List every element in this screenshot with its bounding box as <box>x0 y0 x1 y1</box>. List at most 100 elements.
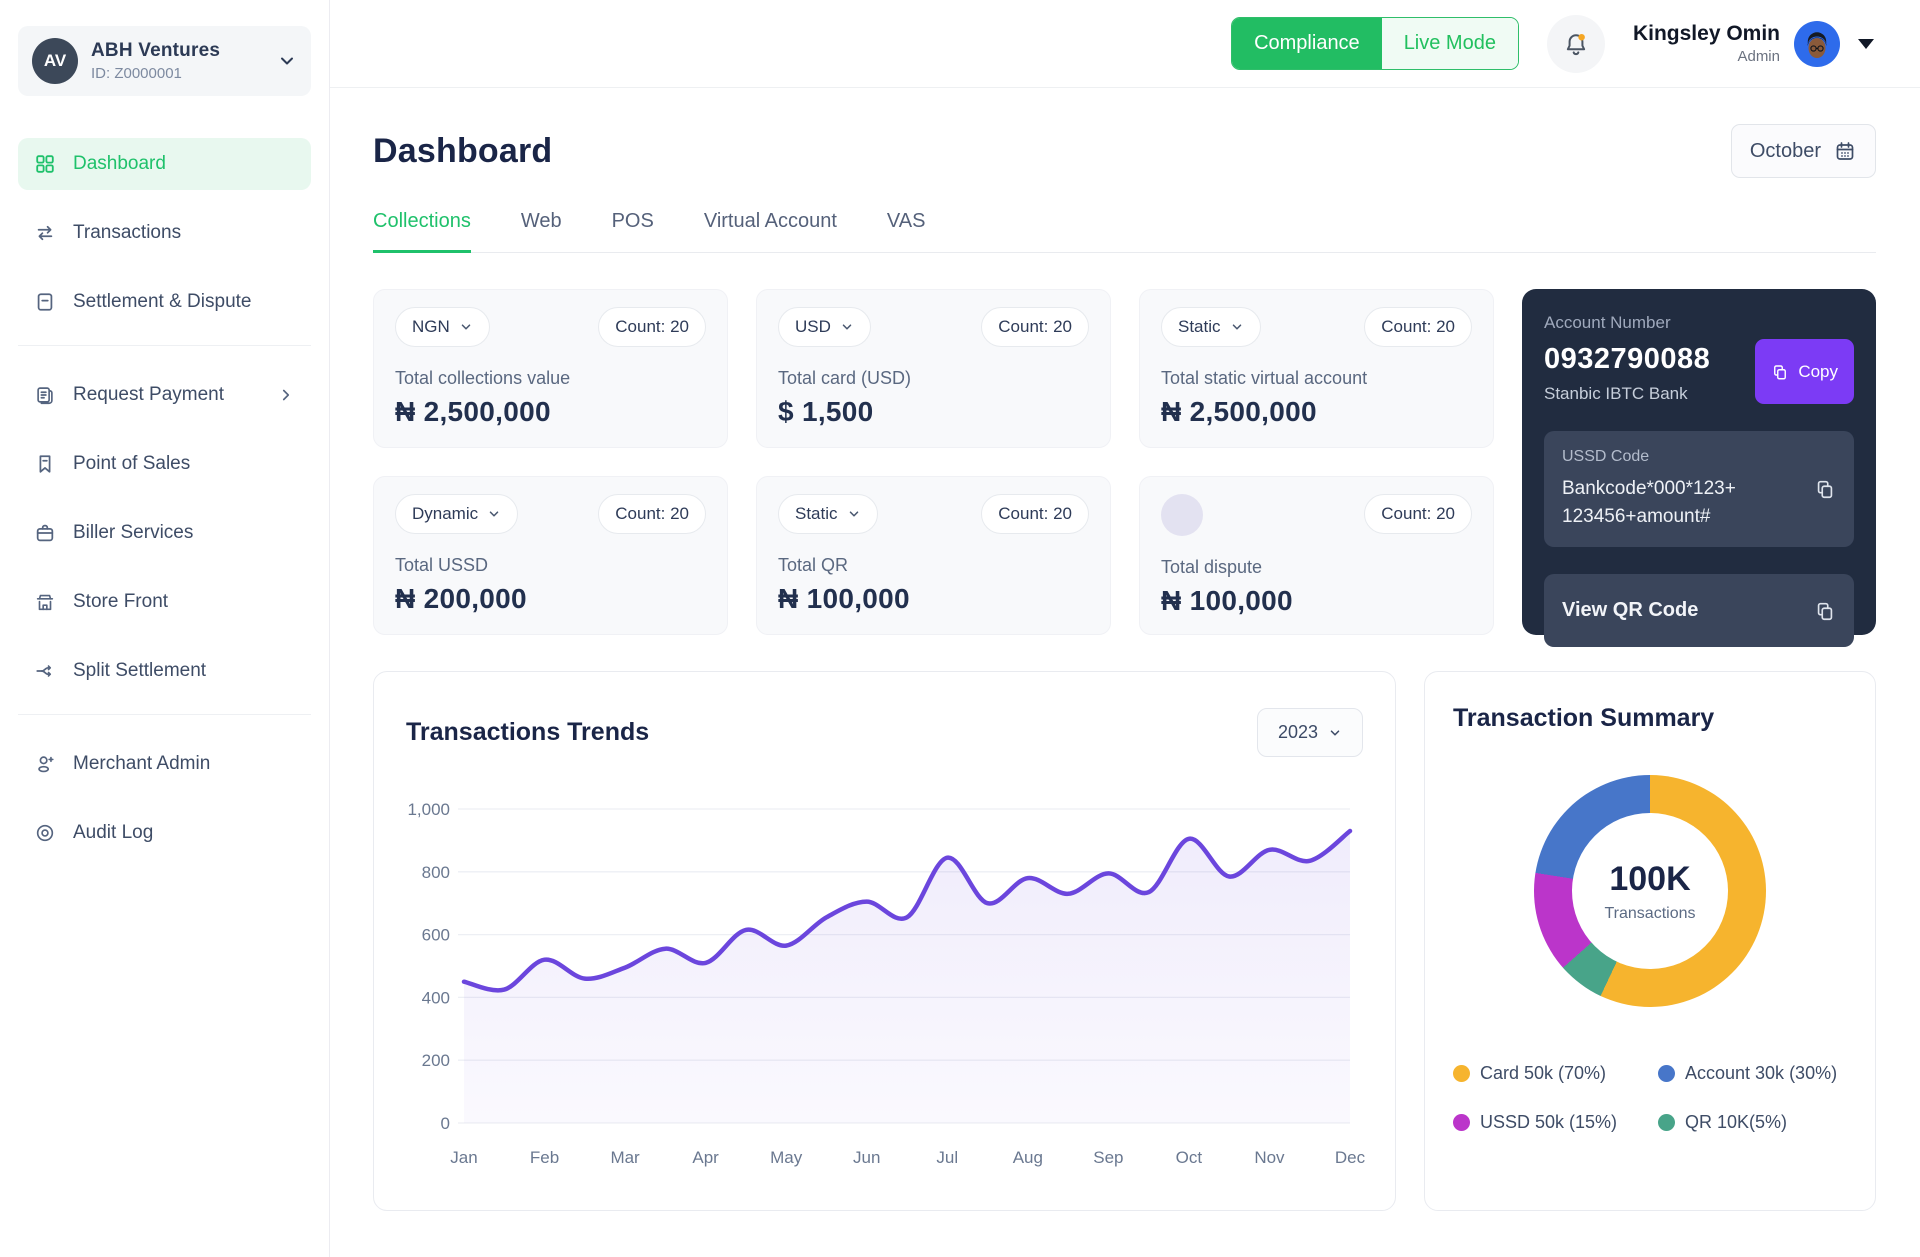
stat-card-qr: Static Count: 20 Total QR ₦ 100,000 <box>756 476 1111 635</box>
trends-title: Transactions Trends <box>406 718 650 746</box>
type-dropdown[interactable]: Static <box>778 494 878 534</box>
month-filter-button[interactable]: October <box>1730 124 1876 178</box>
swap-arrows-icon <box>34 222 56 244</box>
stat-value: ₦ 2,500,000 <box>1161 396 1317 427</box>
chevron-down-icon <box>277 51 297 71</box>
summary-donut-chart: 100K Transactions <box>1534 775 1766 1007</box>
stat-label: Total static virtual account <box>1161 368 1368 388</box>
sidebar-item-store-front[interactable]: Store Front <box>18 576 311 628</box>
account-number-value: 0932790088 <box>1544 343 1711 375</box>
caret-down-icon[interactable] <box>1858 38 1874 49</box>
compliance-button[interactable]: Compliance <box>1232 18 1382 69</box>
tabs: Collections Web POS Virtual Account VAS <box>373 210 1876 253</box>
summary-title: Transaction Summary <box>1453 704 1715 732</box>
count-badge: Count: 20 <box>1364 307 1472 347</box>
bookmark-icon <box>34 453 56 475</box>
mode-toggle: Compliance Live Mode <box>1231 17 1519 70</box>
copy-account-button[interactable]: Copy <box>1755 339 1854 404</box>
type-dropdown[interactable]: Dynamic <box>395 494 519 534</box>
bell-icon <box>1562 30 1590 58</box>
svg-text:Mar: Mar <box>610 1148 640 1167</box>
stat-label: Total collections value <box>395 368 571 388</box>
sidebar-item-transactions[interactable]: Transactions <box>18 207 311 259</box>
tab-web[interactable]: Web <box>520 210 562 232</box>
svg-text:Sep: Sep <box>1093 1148 1123 1167</box>
donut-center-value: 100K <box>1609 859 1691 898</box>
account-number-title: Account Number <box>1544 313 1671 332</box>
type-dropdown[interactable]: Static <box>1161 307 1261 347</box>
svg-text:Jan: Jan <box>450 1148 477 1167</box>
copy-ussd-icon[interactable] <box>1814 478 1836 500</box>
company-switcher[interactable]: AV ABH Ventures ID: Z0000001 <box>18 26 311 96</box>
count-badge: Count: 20 <box>981 494 1089 534</box>
chevron-down-icon <box>1328 726 1342 740</box>
charts-row: Transactions Trends 2023 0 200 400 600 800 1,… <box>373 671 1876 1211</box>
chevron-down-icon <box>847 507 861 521</box>
svg-text:0: 0 <box>441 1114 450 1133</box>
stat-label: Total USSD <box>395 555 489 575</box>
svg-text:Jun: Jun <box>853 1148 880 1167</box>
user-role: Admin <box>1737 48 1780 65</box>
currency-dropdown[interactable]: NGN <box>395 307 490 347</box>
year-dropdown[interactable]: 2023 <box>1256 708 1363 757</box>
stat-cards-grid: NGN Count: 20 Total collections value ₦ … <box>373 289 1876 648</box>
user-plus-icon <box>34 753 56 775</box>
sidebar-item-dashboard[interactable]: Dashboard <box>18 138 311 190</box>
topbar: Compliance Live Mode Kingsley Omin Admin <box>330 0 1920 88</box>
sidebar-nav: Dashboard Transactions Settlement & Disp… <box>18 138 311 859</box>
donut-center-label: Transactions <box>1604 904 1696 922</box>
user-name: Kingsley Omin <box>1632 22 1780 45</box>
user-avatar <box>1794 20 1840 67</box>
sidebar-item-settlement-dispute[interactable]: Settlement & Dispute <box>18 276 311 328</box>
svg-text:1,000: 1,000 <box>407 800 450 819</box>
chevron-down-icon <box>459 320 473 334</box>
stat-value: ₦ 2,500,000 <box>395 396 551 427</box>
count-badge: Count: 20 <box>981 307 1089 347</box>
count-badge: Count: 20 <box>1364 494 1472 534</box>
legend-item-ussd: USSD 50k (15%) <box>1453 1112 1658 1133</box>
document-icon <box>34 291 56 313</box>
sidebar-item-label: Merchant Admin <box>73 753 211 774</box>
profile-menu[interactable]: Kingsley Omin Admin <box>1632 20 1874 67</box>
sidebar-item-biller-services[interactable]: Biller Services <box>18 507 311 559</box>
tab-pos[interactable]: POS <box>611 210 654 232</box>
copy-qr-icon[interactable] <box>1814 600 1836 622</box>
svg-text:Nov: Nov <box>1254 1148 1285 1167</box>
ussd-code-value: Bankcode*000*123+ 123456+amount# <box>1562 478 1736 527</box>
sidebar-item-label: Request Payment <box>73 384 225 405</box>
split-icon <box>34 660 56 682</box>
view-qr-code-button[interactable]: View QR Code <box>1544 574 1854 648</box>
svg-text:Apr: Apr <box>692 1148 719 1167</box>
live-mode-button[interactable]: Live Mode <box>1381 18 1518 69</box>
tab-virtual-account[interactable]: Virtual Account <box>703 210 837 232</box>
placeholder-circle <box>1161 494 1203 536</box>
sidebar-item-point-of-sales[interactable]: Point of Sales <box>18 438 311 490</box>
count-badge: Count: 20 <box>598 307 706 347</box>
notifications-button[interactable] <box>1546 14 1605 73</box>
currency-dropdown[interactable]: USD <box>778 307 871 347</box>
chevron-down-icon <box>487 507 501 521</box>
stat-card-dispute: Count: 20 Total dispute ₦ 100,000 <box>1139 476 1494 635</box>
copy-icon <box>1771 363 1789 381</box>
sidebar-item-audit-log[interactable]: Audit Log <box>18 807 311 859</box>
svg-text:600: 600 <box>422 926 450 945</box>
svg-text:Jul: Jul <box>936 1148 958 1167</box>
stat-card-ussd: Dynamic Count: 20 Total USSD ₦ 200,000 <box>373 476 728 635</box>
eye-icon <box>34 822 56 844</box>
tab-collections[interactable]: Collections <box>373 210 471 253</box>
stat-label: Total card (USD) <box>778 368 912 388</box>
svg-text:200: 200 <box>422 1051 450 1070</box>
view-qr-code-label: View QR Code <box>1562 599 1699 622</box>
sidebar-item-merchant-admin[interactable]: Merchant Admin <box>18 738 311 790</box>
legend-item-account: Account 30k (30%) <box>1658 1063 1847 1084</box>
tab-vas[interactable]: VAS <box>886 210 926 232</box>
sidebar-item-split-settlement[interactable]: Split Settlement <box>18 645 311 697</box>
stat-label: Total dispute <box>1161 557 1263 577</box>
stat-label: Total QR <box>778 555 849 575</box>
transactions-trends-card: Transactions Trends 2023 0 200 400 600 800 1,… <box>373 671 1396 1211</box>
legend-item-card: Card 50k (70%) <box>1453 1063 1658 1084</box>
month-filter-label: October <box>1749 139 1821 162</box>
svg-text:400: 400 <box>422 988 450 1007</box>
chevron-right-icon <box>277 386 295 404</box>
sidebar-item-request-payment[interactable]: Request Payment <box>18 369 311 421</box>
